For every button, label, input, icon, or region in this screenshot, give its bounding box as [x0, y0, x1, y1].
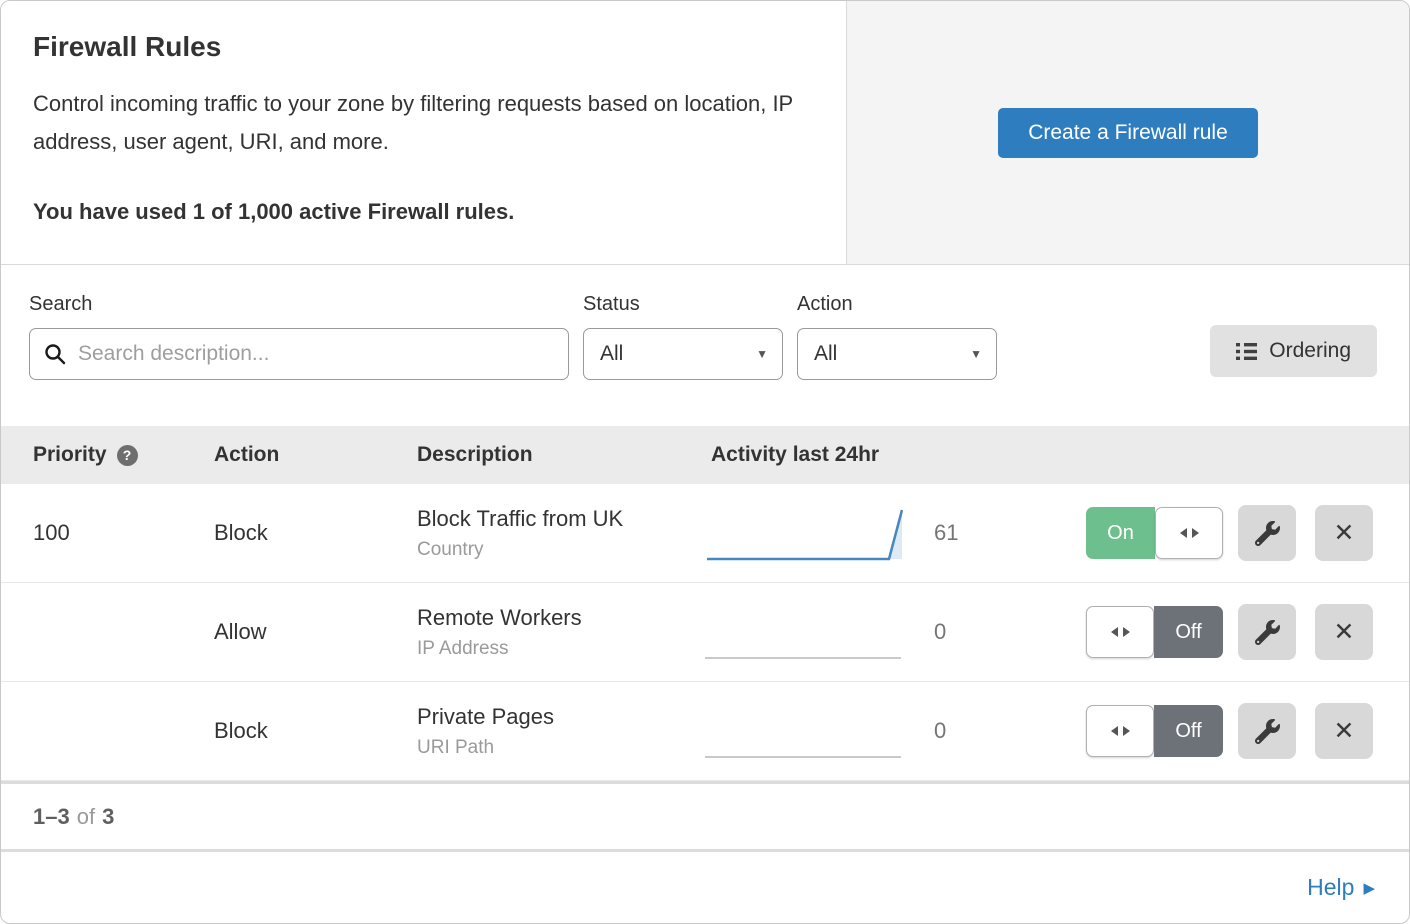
pagination-bar: 1–3 of 3 — [1, 781, 1409, 849]
toggle-off-segment[interactable]: Off — [1154, 705, 1223, 757]
table-row: Allow Remote Workers IP Address 0 Off — [1, 583, 1409, 682]
activity-count: 0 — [934, 619, 947, 644]
activity-count: 61 — [934, 520, 959, 545]
page-title: Firewall Rules — [33, 31, 222, 62]
rule-enabled-toggle[interactable]: Off — [1086, 705, 1223, 757]
close-icon: ✕ — [1333, 518, 1355, 547]
search-icon — [45, 344, 66, 365]
chevron-down-icon: ▼ — [970, 347, 982, 361]
rule-action: Allow — [214, 619, 267, 644]
page-header: Firewall Rules Control incoming traffic … — [1, 1, 1409, 265]
usage-note: You have used 1 of 1,000 active Firewall… — [33, 199, 515, 224]
delete-rule-button[interactable]: ✕ — [1315, 505, 1373, 561]
table-header: Priority ? Action Description Activity l… — [1, 426, 1409, 484]
filter-bar: Search Status All ▼ Action All ▼ — [1, 265, 1409, 426]
sparkline-flat-line — [705, 756, 901, 758]
arrow-left-icon — [1110, 726, 1118, 736]
help-link-label: Help — [1307, 874, 1355, 900]
arrow-right-icon — [1122, 726, 1130, 736]
toggle-on-segment[interactable]: On — [1086, 507, 1155, 559]
edit-rule-button[interactable] — [1238, 703, 1296, 759]
search-group: Search — [29, 293, 569, 380]
help-question-icon[interactable]: ? — [116, 444, 138, 466]
help-link[interactable]: Help ▶ — [1307, 874, 1375, 901]
rule-priority: 100 — [33, 520, 70, 545]
search-label: Search — [29, 293, 93, 315]
help-bar: Help ▶ — [1, 849, 1409, 923]
rule-action: Block — [214, 520, 268, 545]
wrench-icon — [1254, 520, 1280, 546]
rule-enabled-toggle[interactable]: Off — [1086, 606, 1223, 658]
column-action: Action — [214, 443, 280, 466]
rule-enabled-toggle[interactable]: On — [1086, 507, 1223, 559]
toggle-drag-handle[interactable] — [1086, 705, 1154, 757]
rule-description: Block Traffic from UK Country — [417, 506, 703, 561]
edit-rule-button[interactable] — [1238, 505, 1296, 561]
page-description: Control incoming traffic to your zone by… — [33, 91, 793, 154]
rule-description-title: Private Pages — [417, 703, 554, 729]
action-select-value: All — [814, 342, 838, 365]
toggle-drag-handle[interactable] — [1155, 507, 1223, 559]
wrench-icon — [1254, 619, 1280, 645]
arrow-right-icon — [1191, 528, 1199, 538]
activity-sparkline — [705, 700, 905, 762]
table-row: Block Private Pages URI Path 0 Off — [1, 682, 1409, 781]
page-header-text: Firewall Rules Control incoming traffic … — [1, 1, 846, 264]
ordering-button-label: Ordering — [1269, 339, 1351, 362]
column-activity: Activity last 24hr — [711, 443, 880, 466]
toggle-drag-handle[interactable] — [1086, 606, 1154, 658]
table-row: 100 Block Block Traffic from UK Country … — [1, 484, 1409, 583]
action-select[interactable]: All ▼ — [797, 328, 997, 380]
close-icon: ✕ — [1333, 716, 1355, 745]
list-ordering-icon — [1236, 342, 1258, 360]
arrow-left-icon — [1179, 528, 1187, 538]
edit-rule-button[interactable] — [1238, 604, 1296, 660]
chevron-down-icon: ▼ — [756, 347, 768, 361]
create-rule-panel: Create a Firewall rule — [846, 1, 1409, 264]
column-priority: Priority ? — [1, 443, 214, 467]
status-select-value: All — [600, 342, 624, 365]
search-input[interactable] — [29, 328, 569, 380]
delete-rule-button[interactable]: ✕ — [1315, 604, 1373, 660]
close-icon: ✕ — [1333, 617, 1355, 646]
ordering-button[interactable]: Ordering — [1210, 325, 1377, 377]
rule-description-title: Block Traffic from UK — [417, 505, 624, 531]
sparkline-flat-line — [705, 657, 901, 659]
rule-description: Private Pages URI Path — [417, 704, 703, 759]
rule-match-type: URI Path — [417, 736, 495, 758]
wrench-icon — [1254, 718, 1280, 744]
sparkline-chart — [707, 509, 904, 561]
arrow-right-icon — [1122, 627, 1130, 637]
pagination-range: 1–3 — [33, 803, 70, 829]
rule-action: Block — [214, 718, 268, 743]
delete-rule-button[interactable]: ✕ — [1315, 703, 1373, 759]
pagination-total: 3 — [102, 803, 115, 829]
action-filter-group: Action All ▼ — [797, 293, 997, 380]
status-label: Status — [583, 293, 640, 315]
status-filter-group: Status All ▼ — [583, 293, 783, 380]
column-description: Description — [417, 443, 533, 466]
status-select[interactable]: All ▼ — [583, 328, 783, 380]
rule-description: Remote Workers IP Address — [417, 605, 703, 660]
activity-sparkline — [705, 502, 905, 564]
search-input-wrap — [29, 328, 569, 380]
activity-count: 0 — [934, 718, 947, 743]
toggle-off-segment[interactable]: Off — [1154, 606, 1223, 658]
arrow-left-icon — [1110, 627, 1118, 637]
rule-match-type: IP Address — [417, 637, 509, 659]
arrow-right-icon: ▶ — [1363, 879, 1375, 897]
rule-description-title: Remote Workers — [417, 604, 582, 630]
action-label: Action — [797, 293, 853, 315]
pagination-of-label: of — [76, 803, 96, 829]
activity-sparkline — [705, 601, 905, 663]
create-firewall-rule-button[interactable]: Create a Firewall rule — [998, 107, 1258, 158]
rule-match-type: Country — [417, 538, 484, 560]
